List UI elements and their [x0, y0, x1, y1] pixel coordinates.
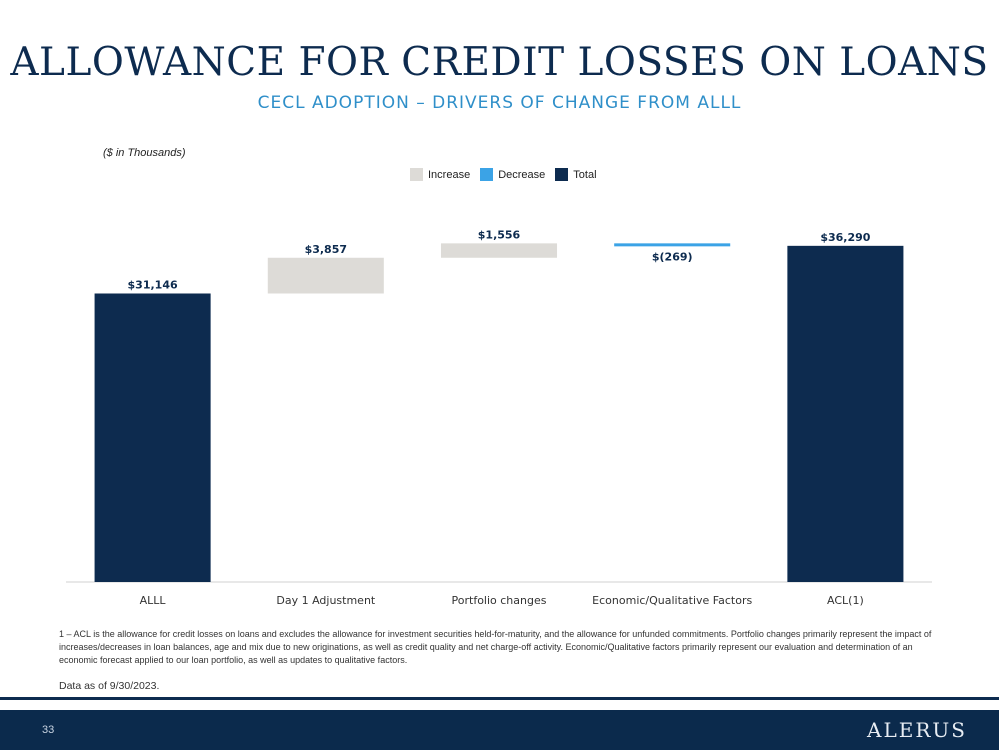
page-subtitle: CECL ADOPTION – DRIVERS OF CHANGE FROM A… — [257, 93, 742, 113]
legend-label-total: Total — [573, 168, 597, 181]
bar-2 — [267, 257, 384, 294]
legend-label-decrease: Decrease — [498, 168, 546, 181]
x-tick-label-1: ALLL — [140, 594, 167, 607]
page-number: 33 — [42, 724, 55, 736]
bar-3 — [440, 243, 558, 258]
bar-4 — [614, 243, 731, 247]
data-label-2: $3,857 — [305, 243, 347, 256]
chart-legend: Increase Decrease Total — [410, 168, 607, 181]
footnote: 1 – ACL is the allowance for credit loss… — [59, 629, 932, 665]
legend-label-increase: Increase — [428, 168, 471, 181]
bar-5 — [787, 245, 904, 582]
data-label-1: $31,146 — [128, 278, 178, 291]
footer-bar: 33 ALERUS — [0, 710, 999, 750]
footer-divider — [0, 697, 999, 700]
page-title: ALLOWANCE FOR CREDIT LOSSES ON LOANS — [10, 40, 989, 85]
legend-swatch-increase — [410, 168, 423, 181]
x-tick-label-4: Economic/Qualitative Factors — [592, 594, 752, 607]
legend-swatch-total — [555, 168, 569, 181]
legend-item-increase: Increase — [410, 168, 470, 181]
units-note: ($ in Thousands) — [103, 147, 186, 159]
data-label-4: $(269) — [652, 250, 693, 263]
x-tick-label-5: ACL(1) — [827, 594, 864, 607]
bar-1 — [94, 293, 211, 582]
legend-item-decrease: Decrease — [480, 168, 545, 181]
x-tick-label-3: Portfolio changes — [452, 594, 547, 607]
legend-item-total: Total — [555, 168, 597, 181]
as-of-date: Data as of 9/30/2023. — [59, 680, 160, 692]
alerus-logo: ALERUS — [867, 718, 967, 742]
waterfall-chart: $31,146 ALLL $3,857 Day 1 Adjustment $1,556 P… — [66, 228, 932, 607]
data-label-3: $1,556 — [478, 228, 521, 241]
data-label-5: $36,290 — [820, 231, 870, 244]
legend-swatch-decrease — [480, 168, 494, 181]
x-tick-label-2: Day 1 Adjustment — [276, 594, 376, 607]
